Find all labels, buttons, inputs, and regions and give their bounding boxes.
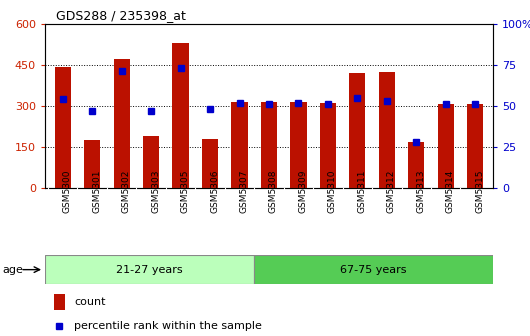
Text: GSM5311: GSM5311: [357, 170, 366, 213]
Text: GSM5307: GSM5307: [240, 170, 249, 213]
Bar: [261, 102, 277, 188]
Text: GSM5310: GSM5310: [328, 170, 337, 213]
Bar: [54, 294, 65, 310]
Bar: [202, 139, 218, 188]
Bar: [55, 68, 71, 188]
Text: GDS288 / 235398_at: GDS288 / 235398_at: [56, 9, 186, 22]
Text: 21-27 years: 21-27 years: [116, 265, 183, 275]
Text: 67-75 years: 67-75 years: [340, 265, 407, 275]
Text: GSM5315: GSM5315: [475, 170, 484, 213]
Text: count: count: [74, 297, 105, 307]
Text: age: age: [3, 265, 23, 275]
Bar: [84, 140, 100, 188]
Bar: [408, 141, 425, 188]
Text: GSM5301: GSM5301: [92, 170, 101, 213]
Bar: [438, 104, 454, 188]
Text: GSM5300: GSM5300: [63, 170, 72, 213]
Bar: [143, 136, 159, 188]
Text: GSM5312: GSM5312: [387, 170, 396, 213]
Bar: [172, 43, 189, 188]
Bar: [320, 103, 336, 188]
Text: GSM5308: GSM5308: [269, 170, 278, 213]
Text: GSM5302: GSM5302: [122, 170, 131, 213]
Bar: [290, 102, 306, 188]
Text: GSM5313: GSM5313: [416, 170, 425, 213]
Bar: [45, 255, 254, 284]
Text: GSM5306: GSM5306: [210, 170, 219, 213]
Text: percentile rank within the sample: percentile rank within the sample: [74, 321, 262, 331]
Bar: [349, 73, 366, 188]
Bar: [254, 255, 493, 284]
Bar: [113, 59, 130, 188]
Text: GSM5305: GSM5305: [181, 170, 190, 213]
Text: GSM5303: GSM5303: [151, 170, 160, 213]
Bar: [232, 102, 248, 188]
Bar: [467, 104, 483, 188]
Text: GSM5314: GSM5314: [446, 170, 455, 213]
Bar: [379, 72, 395, 188]
Text: GSM5309: GSM5309: [298, 170, 307, 213]
